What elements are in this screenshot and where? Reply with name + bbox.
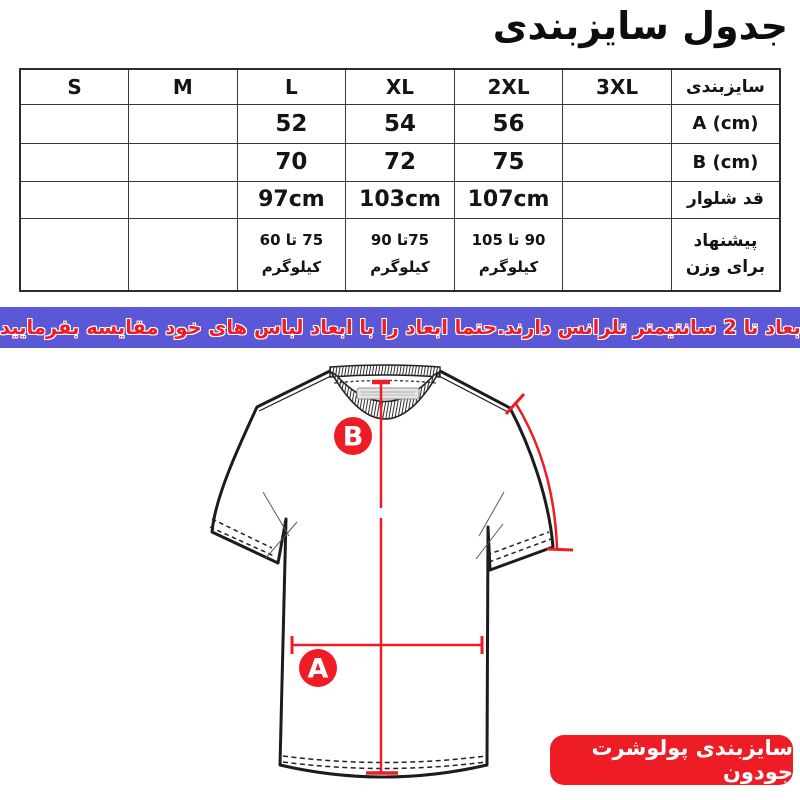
column-header-sizing: سایزبندی [670, 68, 781, 105]
table-cell: 72 [345, 142, 455, 182]
table-cell: 54 [345, 103, 455, 144]
column-header-2xl: 2XL [453, 68, 564, 105]
table-cell [562, 142, 672, 182]
table-row: 70 72 75 B (cm) [19, 142, 781, 182]
shoulder-seam-line [258, 374, 334, 412]
table-cell: 103cm [345, 180, 455, 219]
shoulder-seam-line [436, 374, 509, 413]
size-table: S M L XL 2XL 3XL سایزبندی 52 54 56 A (cm… [19, 68, 781, 292]
tolerance-banner-text: ابعاد تا 2 سانتیمتر تلرانس دارند.حتما اب… [0, 316, 800, 339]
table-cell: 75تا 90 کیلوگرم [345, 217, 455, 292]
marker-a: A [299, 649, 337, 687]
table-cell: 75 [453, 142, 564, 182]
table-cell [19, 103, 130, 144]
stitch-line [211, 518, 273, 549]
table-cell [128, 217, 238, 292]
column-header-m: M [128, 68, 238, 105]
table-cell: 75 تا 60 کیلوگرم [236, 217, 347, 292]
crease-line [475, 523, 504, 560]
marker-b: B [334, 417, 372, 455]
column-header-s: S [19, 68, 130, 105]
tshirt-body-outline [210, 369, 555, 779]
table-cell [128, 142, 238, 182]
row-label-a: A (cm) [670, 103, 781, 144]
page-title: جدول سایزبندی [492, 4, 789, 48]
table-cell: 90 تا 105 کیلوگرم [453, 217, 564, 292]
crease-line [264, 521, 298, 560]
stitch-line [486, 531, 550, 556]
table-row: 75 تا 60 کیلوگرم 75تا 90 کیلوگرم 90 تا 1… [19, 217, 781, 292]
row-label-pants-length: قد شلوار [670, 180, 781, 219]
tshirt-diagram: B A [209, 364, 574, 779]
table-cell: 107cm [453, 180, 564, 219]
row-label-b: B (cm) [670, 142, 781, 182]
table-cell [19, 217, 130, 292]
crease-line [478, 491, 505, 537]
crease-line [262, 491, 290, 537]
column-header-3xl: 3XL [562, 68, 672, 105]
table-row: 52 54 56 A (cm) [19, 103, 781, 144]
marker-b-letter: B [343, 422, 364, 453]
collar-top-band [329, 364, 441, 378]
collar-label-tag [356, 387, 420, 400]
table-row: 97cm 103cm 107cm قد شلوار [19, 180, 781, 219]
stitch-line [209, 526, 275, 557]
tolerance-banner: ابعاد تا 2 سانتیمتر تلرانس دارند.حتما اب… [0, 307, 800, 348]
table-cell [562, 103, 672, 144]
column-header-l: L [236, 68, 347, 105]
table-cell [19, 142, 130, 182]
table-cell [19, 180, 130, 219]
stitch-line [488, 538, 552, 563]
product-badge-label: سایزبندی پولوشرت جودون [591, 736, 793, 784]
sleeve-measurement-line [504, 392, 574, 552]
table-cell: 52 [236, 103, 347, 144]
table-cell [128, 103, 238, 144]
table-cell [128, 180, 238, 219]
table-header-row: S M L XL 2XL 3XL سایزبندی [19, 68, 781, 105]
product-badge: سایزبندی پولوشرت جودون [550, 735, 793, 785]
row-label-weight-suggestion: پیشنهاد برای وزن [670, 217, 781, 292]
measurement-line-a [290, 636, 484, 654]
table-cell [562, 217, 672, 292]
table-cell: 70 [236, 142, 347, 182]
table-cell: 56 [453, 103, 564, 144]
column-header-xl: XL [345, 68, 455, 105]
table-cell [562, 180, 672, 219]
marker-a-letter: A [308, 654, 329, 685]
table-cell: 97cm [236, 180, 347, 219]
